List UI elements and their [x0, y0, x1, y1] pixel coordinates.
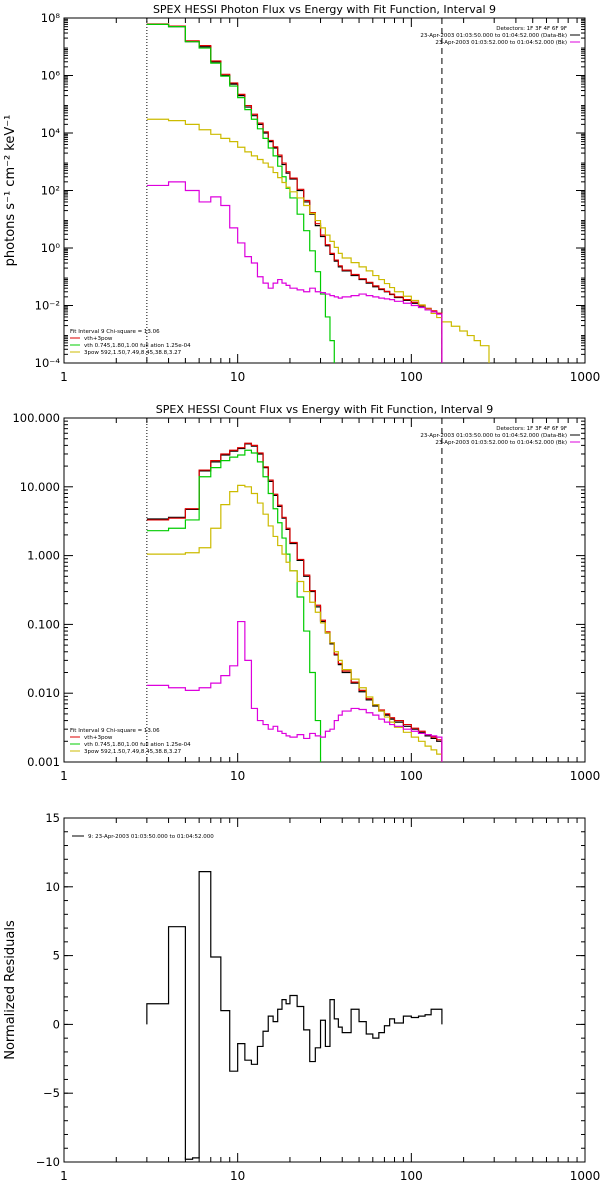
- series-4-line: [146, 484, 443, 762]
- legend-top-entry: 23-Apr-2003 01:03:50.000 to 01:04:52.000…: [420, 433, 567, 439]
- y-tick-label: 10⁻⁴: [35, 356, 61, 370]
- plot-frame: [63, 817, 586, 1163]
- x-tick-label: 1: [60, 1169, 68, 1183]
- y-axis-label: Normalized Residuals: [3, 920, 18, 1060]
- panel-3: 1 10 100 1000 −10 −5 0 5 10 15 Normalized Residual…: [3, 811, 600, 1183]
- series-1-line: [146, 871, 443, 1160]
- x-tick-label: 1000: [570, 769, 600, 783]
- legend-bottom-entry: 3pow 592,1.50,7.49,8.45,38.8,3.27: [84, 350, 182, 356]
- legend-bottom-entry: vth 0.745,1.80,1.00 full ation 1.25e-04: [84, 742, 191, 748]
- y-tick-label: 10⁸: [41, 11, 61, 25]
- x-tick-label: 100: [400, 1169, 423, 1183]
- legend-bottom-entry: vth 0.745,1.80,1.00 full ation 1.25e-04: [84, 343, 191, 349]
- y-tick-label: 10.000: [20, 480, 60, 494]
- chart-title: SPEX HESSI Count Flux vs Energy with Fit…: [156, 403, 493, 416]
- series-4-line: [146, 118, 490, 363]
- x-tick-label: 10: [230, 1169, 245, 1183]
- legend-top-entry: 23-Apr-2003 01:03:52.000 to 01:04:52.000…: [435, 40, 567, 46]
- series-3-line: [146, 23, 335, 363]
- y-tick-label: −10: [36, 1155, 60, 1169]
- legend-top-entry: Detectors: 1F 3F 4F 6F 9F: [496, 426, 567, 432]
- legend-bottom-entry: Fit Interval 9 Chi-square = 13.06: [70, 329, 160, 335]
- x-tick-label: 1000: [570, 1169, 600, 1183]
- y-tick-label: 100.000: [12, 411, 60, 425]
- series-5-line: [146, 620, 443, 762]
- legend-bottom-entry: 3pow 592,1.50,7.49,8.45,38.8,3.27: [84, 749, 182, 755]
- series-5-line: [146, 181, 443, 363]
- panel-2: SPEX HESSI Count Flux vs Energy with Fit…: [12, 403, 600, 783]
- x-tick-label: 10: [230, 370, 245, 384]
- legend-top-entry: 23-Apr-2003 01:03:50.000 to 01:04:52.000…: [420, 33, 567, 39]
- series-3-line: [146, 449, 322, 762]
- y-tick-label: 0: [53, 1017, 60, 1031]
- chart-title: SPEX HESSI Photon Flux vs Energy with Fi…: [153, 3, 496, 16]
- legend-top-entry: 23-Apr-2003 01:03:52.000 to 01:04:52.000…: [435, 440, 567, 446]
- x-tick-label: 1000: [570, 370, 600, 384]
- legend-bottom-entry: vth+3pow: [84, 735, 113, 741]
- x-tick-label: 1: [60, 769, 68, 783]
- y-tick-label: 0.100: [27, 617, 60, 631]
- y-tick-label: 15: [45, 811, 60, 825]
- legend-bottom-entry: Fit Interval 9 Chi-square = 13.06: [70, 728, 160, 734]
- x-tick-label: 1: [60, 370, 68, 384]
- legend-top-entry: Detectors: 1F 3F 4F 6F 9F: [496, 26, 567, 32]
- y-tick-label: 10⁻²: [35, 299, 60, 313]
- y-tick-label: 0.010: [27, 686, 60, 700]
- x-tick-label: 100: [400, 769, 423, 783]
- y-tick-label: 10: [45, 880, 60, 894]
- y-tick-label: −5: [43, 1086, 60, 1100]
- panel-1: SPEX HESSI Photon Flux vs Energy with Fi…: [3, 3, 600, 384]
- legend-bottom-entry: vth+3pow: [84, 336, 113, 342]
- y-tick-label: 1.000: [27, 549, 60, 563]
- x-tick-label: 100: [400, 370, 423, 384]
- plot-frame: [63, 417, 586, 763]
- y-tick-label: 10⁴: [41, 126, 61, 140]
- y-tick-label: 10²: [41, 184, 60, 198]
- y-tick-label: 5: [53, 949, 60, 963]
- y-axis-label: photons s⁻¹ cm⁻² keV⁻¹: [3, 115, 18, 267]
- legend-entry: 9: 23-Apr-2003 01:03:50.000 to 01:04:52.…: [88, 834, 214, 840]
- y-tick-label: 10⁰: [41, 241, 61, 255]
- y-tick-label: 10⁶: [41, 69, 61, 83]
- y-tick-label: 0.001: [27, 755, 60, 769]
- x-tick-label: 10: [230, 769, 245, 783]
